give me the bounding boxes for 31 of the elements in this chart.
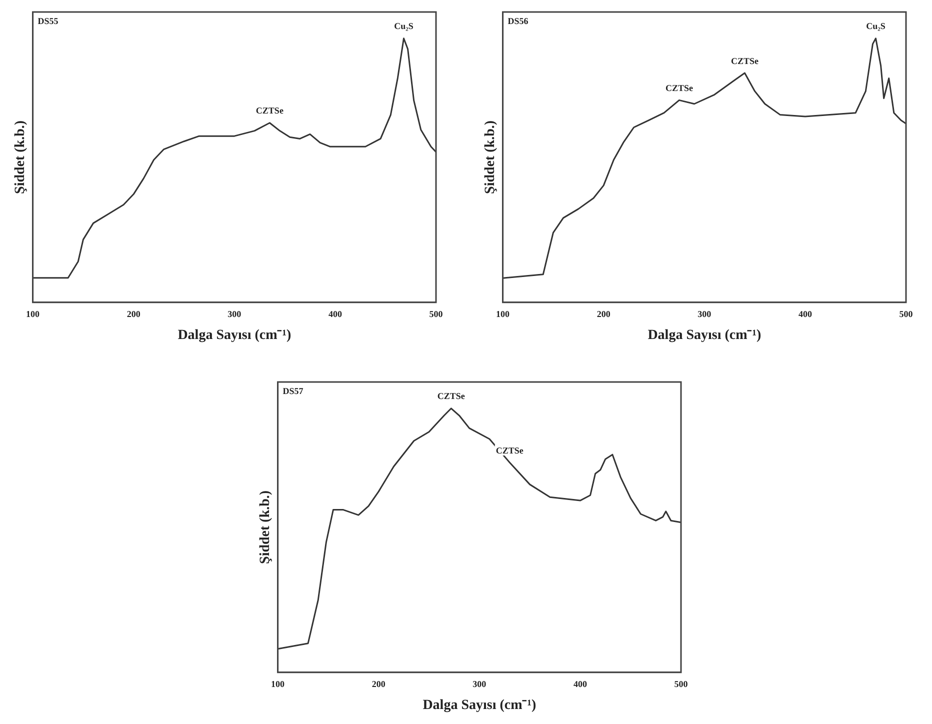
- chart-title: DS56: [508, 16, 529, 26]
- x-tick-label: 200: [596, 309, 611, 320]
- x-tick-label: 300: [698, 309, 712, 320]
- x-tick-label: 300: [228, 309, 242, 320]
- x-tick-label: 100: [496, 309, 510, 320]
- x-axis-title: Dalga Sayısı (cm⁻¹): [648, 328, 762, 344]
- annotation: CZTSe: [437, 391, 465, 402]
- x-tick-label: 100: [26, 309, 40, 320]
- x-tick-label: 500: [899, 309, 914, 320]
- y-axis-title: Şiddet (k.b.): [258, 490, 274, 564]
- annotation: Cu₂S: [866, 21, 886, 32]
- x-tick-label: 100: [271, 679, 286, 690]
- x-tick-label: 500: [674, 679, 688, 690]
- annotation: CZTSe: [496, 445, 524, 456]
- chart-title: DS55: [38, 16, 59, 26]
- x-tick-label: 400: [328, 309, 342, 320]
- x-tick-label: 500: [429, 309, 444, 320]
- annotation: CZTSe: [665, 83, 693, 94]
- x-tick-label: 200: [372, 679, 386, 690]
- annotation: CZTSe: [730, 56, 758, 66]
- x-tick-label: 400: [573, 679, 588, 690]
- y-axis-title: Şiddet (k.b.): [13, 120, 28, 194]
- chart-title: DS57: [282, 386, 304, 396]
- x-tick-label: 400: [798, 309, 812, 320]
- x-axis-title: Dalga Sayısı (cm⁻¹): [422, 698, 536, 714]
- annotation: CZTSe: [256, 106, 284, 116]
- x-tick-label: 300: [472, 679, 487, 690]
- x-tick-label: 200: [126, 309, 141, 320]
- x-axis-title: Dalga Sayısı (cm⁻¹): [178, 328, 292, 344]
- y-axis-title: Şiddet (k.b.): [483, 120, 498, 194]
- annotation: Cu₂S: [394, 21, 414, 32]
